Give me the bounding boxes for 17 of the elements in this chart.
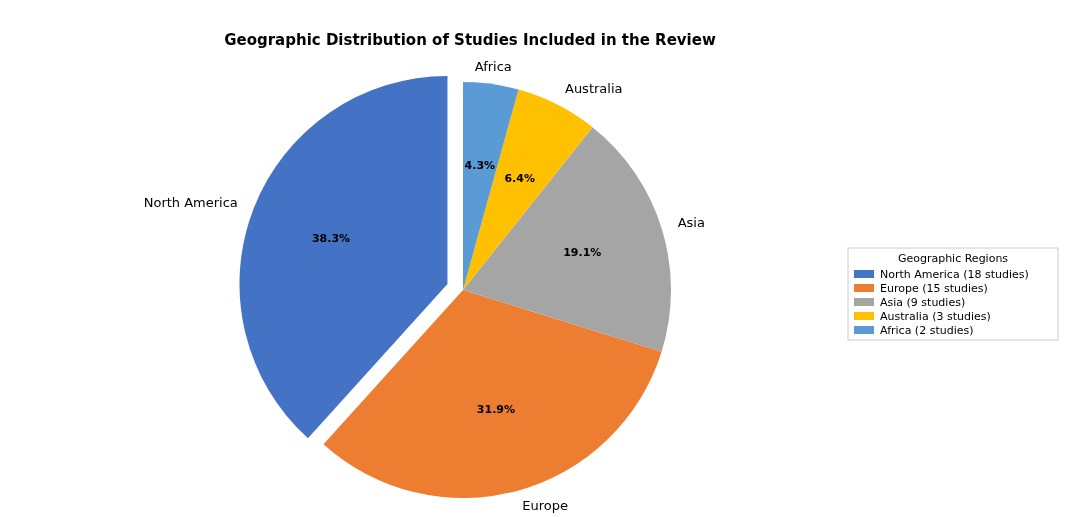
chart-title: Geographic Distribution of Studies Included in the Review (224, 31, 716, 49)
text: Africa (2 studies) (880, 324, 974, 337)
text: North America (18 studies) (880, 268, 1029, 281)
slice-label: North America (143, 194, 238, 210)
data-label: 4.3% (464, 159, 496, 173)
text: Europe (15 studies) (880, 282, 988, 295)
data-label: 38.3% (311, 232, 351, 246)
data-label: 19.1% (563, 246, 602, 260)
text: Australia (3 studies) (880, 310, 991, 323)
slice-label: Africa (474, 58, 512, 74)
text: Asia (9 studies) (880, 296, 966, 309)
slice-label: Europe (522, 498, 568, 514)
data-label: 31.9% (476, 403, 516, 417)
slice-label: Australia (564, 81, 623, 97)
data-label: 6.4% (504, 171, 535, 185)
legend-title: Geographic Regions (897, 252, 1009, 265)
slice-label: Asia (677, 215, 705, 231)
